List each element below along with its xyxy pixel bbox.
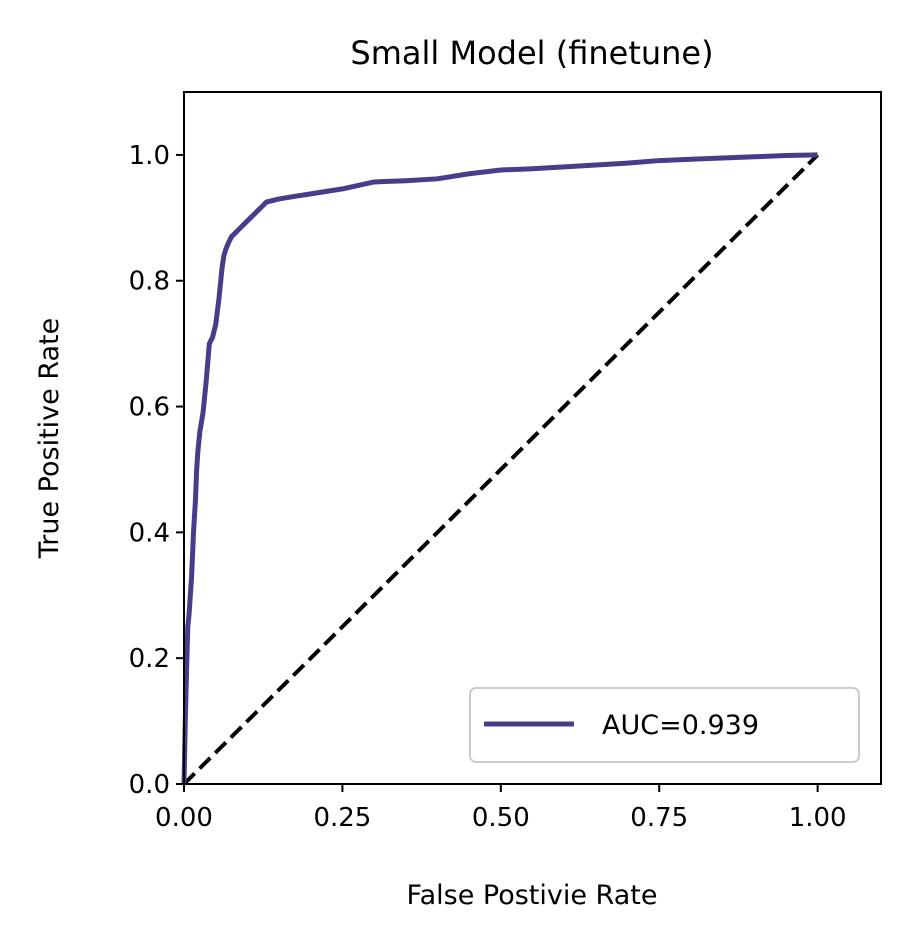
- x-tick-label: 0.75: [630, 803, 688, 833]
- legend-box: [469, 687, 860, 763]
- x-axis-label: False Postivie Rate: [407, 880, 658, 911]
- chart-title: Small Model (finetune): [350, 34, 713, 72]
- roc-curve-line: [181, 152, 818, 785]
- x-tick-label: 0.50: [472, 803, 530, 833]
- plot-frame: [183, 91, 882, 785]
- y-tick-label: 0.8: [129, 267, 170, 297]
- legend: AUC=0.939: [469, 687, 860, 763]
- y-tick-label: 0.0: [129, 770, 170, 800]
- axis-ticks: 0.00 0.25 0.50 0.75 1.00 0.0 0.2 0.4 0.6 0.8 1.0: [129, 141, 847, 833]
- y-tick-label: 1.0: [129, 141, 170, 171]
- chance-diagonal-line: [182, 153, 820, 786]
- y-tick-label: 0.6: [129, 393, 170, 423]
- y-tick-label: 0.2: [129, 644, 170, 674]
- y-tick-label: 0.4: [129, 518, 170, 548]
- plot-area: [181, 152, 820, 786]
- x-tick-label: 0.00: [155, 803, 213, 833]
- x-tick-label: 0.25: [313, 803, 371, 833]
- x-tick-label: 1.00: [789, 803, 847, 833]
- y-axis-label: True Positive Rate: [34, 318, 65, 560]
- legend-label: AUC=0.939: [602, 710, 759, 741]
